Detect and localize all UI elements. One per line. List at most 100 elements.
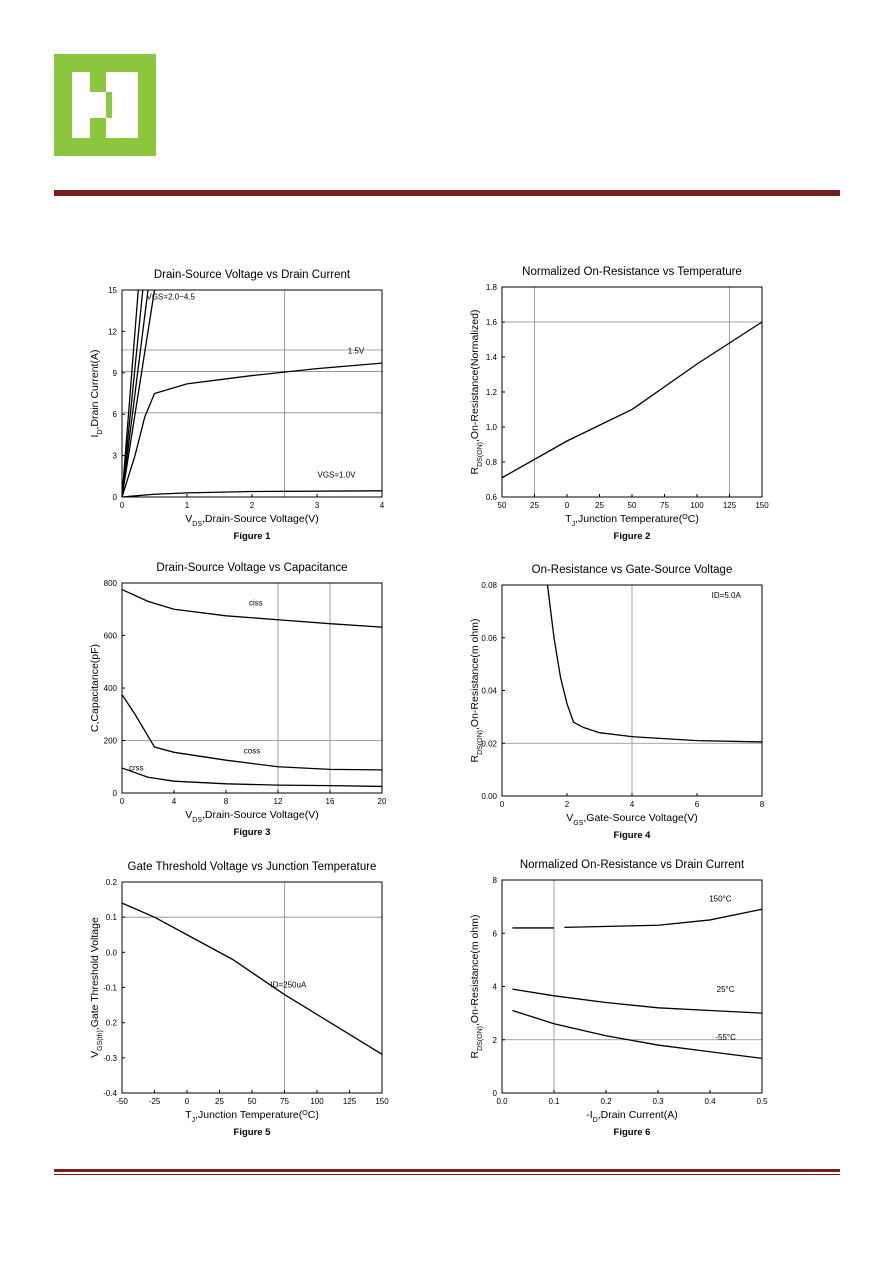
label-part: ,On-Resistance(Normalized) — [469, 310, 481, 442]
label-part: V — [185, 809, 192, 821]
x-tick-label: -25 — [149, 1097, 161, 1106]
figure-caption: Figure 5 — [234, 1127, 272, 1138]
label-part: C) — [688, 513, 699, 525]
y-tick-label: 0 — [113, 789, 118, 798]
figure-caption: Figure 2 — [614, 531, 651, 542]
y-tick-label: 3 — [113, 452, 118, 461]
x-tick-label: 16 — [326, 797, 335, 806]
y-tick-label: 8 — [493, 876, 498, 885]
label-sup: O — [302, 1110, 308, 1117]
chart-title: Normalized On-Resistance vs Drain Curren… — [520, 859, 745, 871]
y-tick-label: 0.8 — [486, 458, 498, 467]
x-tick-label: 12 — [274, 797, 283, 806]
y-axis-label: RDS(ON),On-Resistance(m ohm) — [469, 619, 484, 763]
figure-caption: Figure 3 — [234, 827, 271, 838]
label-part: V — [566, 812, 573, 824]
label-part: ,Drain Current(A) — [89, 350, 101, 430]
x-tick-label: 3 — [315, 501, 320, 510]
series-line — [121, 289, 139, 498]
series-line — [512, 908, 763, 929]
x-tick-label: 25 — [595, 501, 604, 510]
y-tick-label: 1.8 — [486, 283, 498, 292]
y-tick-label: 0.04 — [481, 687, 497, 696]
annotation: -55°C — [715, 1033, 736, 1042]
y-tick-label: 12 — [108, 327, 117, 336]
label-sub: GS — [573, 820, 583, 827]
annotation: 1.5V — [348, 346, 365, 355]
label-part: C,Capacitance(pF) — [89, 644, 101, 732]
y-axis-label: RDS(ON),On-Resistance(Normalized) — [469, 310, 484, 475]
y-tick-label: 6 — [493, 929, 498, 938]
label-part: V — [89, 1051, 101, 1058]
y-tick-label: 2 — [493, 1036, 498, 1045]
label-part: -I — [586, 1109, 592, 1121]
x-tick-label: 0.5 — [756, 1097, 768, 1106]
series-line — [121, 902, 383, 1055]
annotation: VGS=2.0~4.5 — [147, 293, 196, 302]
y-tick-label: 4 — [493, 983, 498, 992]
label-sub: DS — [192, 521, 202, 528]
label-part: ,Junction Temperature( — [195, 1109, 303, 1121]
series-line — [121, 767, 383, 788]
series-line — [121, 490, 383, 498]
label-part: C) — [308, 1109, 319, 1121]
y-tick-label: 0.0 — [106, 948, 118, 957]
x-axis-label: VGS,Gate-Source Voltage(V) — [566, 812, 698, 827]
x-tick-label: 0 — [120, 501, 125, 510]
annotation: VGS=1.0V — [317, 471, 356, 480]
x-tick-label: 0.2 — [600, 1097, 612, 1106]
x-tick-label: 100 — [310, 1097, 324, 1106]
label-part: ,Drain-Source Voltage(V) — [202, 809, 319, 821]
chart-title: Normalized On-Resistance vs Temperature — [522, 266, 742, 278]
y-tick-label: 0 — [113, 493, 118, 502]
series-line — [121, 362, 383, 498]
x-tick-label: 8 — [760, 800, 765, 809]
x-tick-label: 0 — [500, 800, 505, 809]
y-tick-label: 1.2 — [486, 388, 498, 397]
label-part: I — [89, 435, 101, 438]
x-axis-label: TJ,Junction Temperature(OC) — [565, 513, 699, 528]
series-line — [121, 289, 149, 498]
label-sub: DS(ON) — [477, 442, 484, 467]
series-line — [512, 1009, 763, 1060]
label-sub: D — [593, 1117, 598, 1124]
plot-frame — [121, 582, 383, 794]
x-tick-label: 0 — [565, 501, 570, 510]
label-part: ,Gate-Source Voltage(V) — [583, 812, 697, 824]
y-axis-label: ID,Drain Current(A) — [89, 350, 104, 438]
x-tick-label: 50 — [248, 1097, 257, 1106]
y-tick-label: 0.06 — [481, 634, 497, 643]
series-line — [546, 584, 763, 743]
label-part: R — [469, 466, 481, 474]
x-tick-label: 50 — [498, 501, 507, 510]
chart-title: Gate Threshold Voltage vs Junction Tempe… — [128, 861, 377, 873]
plot-frame — [121, 881, 383, 1094]
y-tick-label: 600 — [104, 632, 118, 641]
y-tick-label: 0.2 — [106, 1019, 118, 1028]
label-part: ,Drain Current(A) — [598, 1109, 678, 1121]
x-tick-label: 50 — [628, 501, 637, 510]
label-part: ,Gate Threshold Voltage — [89, 917, 101, 1030]
series-line — [121, 588, 383, 628]
label-part: R — [469, 754, 481, 762]
label-sup: O — [682, 514, 688, 521]
y-tick-label: -0.1 — [103, 984, 117, 993]
x-tick-label: 0.3 — [652, 1097, 664, 1106]
x-tick-label: 125 — [723, 501, 737, 510]
x-tick-label: 4 — [172, 797, 177, 806]
y-tick-label: -0.3 — [103, 1054, 117, 1063]
x-tick-label: -50 — [116, 1097, 128, 1106]
y-tick-label: 0.6 — [486, 493, 498, 502]
y-tick-label: 1.0 — [486, 423, 498, 432]
x-tick-label: 150 — [375, 1097, 389, 1106]
label-part: V — [185, 513, 192, 525]
y-tick-label: 0 — [493, 1089, 498, 1098]
annotation: ID=5.0A — [712, 591, 742, 600]
figure-caption: Figure 1 — [234, 531, 272, 542]
chart-title: On-Resistance vs Gate-Source Voltage — [532, 564, 733, 576]
x-tick-label: 8 — [224, 797, 229, 806]
series-line — [501, 321, 763, 479]
y-tick-label: 1.4 — [486, 353, 498, 362]
x-tick-label: 25 — [530, 501, 539, 510]
